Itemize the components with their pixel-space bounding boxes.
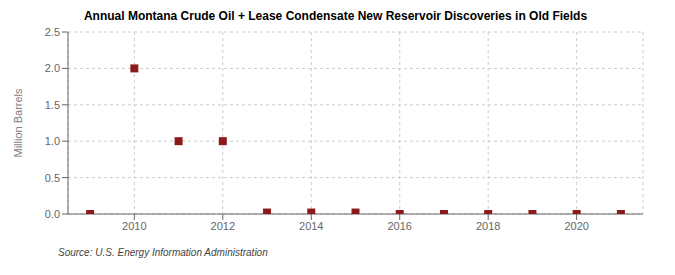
svg-text:0.5: 0.5 (45, 172, 60, 184)
svg-text:2018: 2018 (476, 220, 500, 232)
svg-text:2020: 2020 (564, 220, 588, 232)
svg-text:2.0: 2.0 (45, 62, 60, 74)
svg-text:2.5: 2.5 (45, 26, 60, 38)
svg-text:2014: 2014 (299, 220, 323, 232)
svg-text:2012: 2012 (211, 220, 235, 232)
svg-text:1.5: 1.5 (45, 99, 60, 111)
svg-text:2016: 2016 (387, 220, 411, 232)
html-text:Annual Montana Crude Oil + Lea: Annual Montana Crude Oil + Lease Condens… (83, 9, 588, 23)
svg-text:2010: 2010 (122, 220, 146, 232)
svg-text:Million Barrels: Million Barrels (12, 88, 24, 158)
html-text:Source: U.S. Energy Informatio: Source: U.S. Energy Information Administ… (58, 247, 268, 258)
svg-text:1.0: 1.0 (45, 135, 60, 147)
svg-text:0.0: 0.0 (45, 208, 60, 220)
